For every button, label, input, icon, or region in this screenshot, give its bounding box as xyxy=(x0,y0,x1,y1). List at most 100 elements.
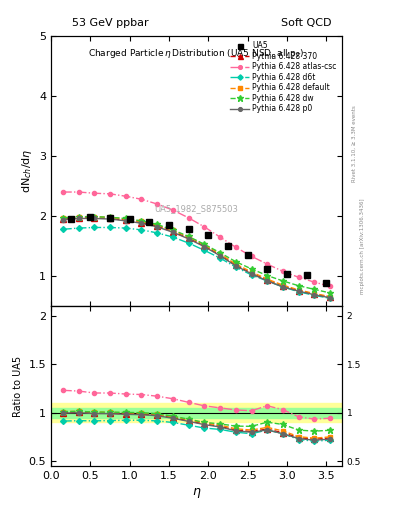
Pythia 6.428 atlas-csc xyxy=(61,189,65,195)
Pythia 6.428 atlas-csc xyxy=(328,283,332,289)
Pythia 6.428 default xyxy=(265,276,270,282)
Pythia 6.428 dw xyxy=(249,266,254,272)
UA5 xyxy=(226,243,230,249)
Y-axis label: Ratio to UA5: Ratio to UA5 xyxy=(13,355,23,417)
Text: Charged Particle$\,\eta\,$Distribution (UA5 NSD, all p$_T$): Charged Particle$\,\eta\,$Distribution (… xyxy=(88,47,305,60)
Pythia 6.428 d6t xyxy=(218,255,222,261)
Pythia 6.428 p0 xyxy=(233,263,238,269)
Pythia 6.428 default xyxy=(296,287,301,293)
Pythia 6.428 370 xyxy=(312,291,317,297)
Pythia 6.428 atlas-csc xyxy=(108,191,112,197)
Pythia 6.428 default xyxy=(249,269,254,275)
Pythia 6.428 370 xyxy=(61,216,65,222)
Pythia 6.428 370 xyxy=(249,270,254,276)
Pythia 6.428 d6t xyxy=(171,234,175,240)
Pythia 6.428 d6t xyxy=(328,295,332,302)
Pythia 6.428 atlas-csc xyxy=(233,244,238,250)
Pythia 6.428 370 xyxy=(296,287,301,293)
Pythia 6.428 default xyxy=(312,290,317,296)
Legend: UA5, Pythia 6.428 370, Pythia 6.428 atlas-csc, Pythia 6.428 d6t, Pythia 6.428 de: UA5, Pythia 6.428 370, Pythia 6.428 atla… xyxy=(228,39,338,115)
Pythia 6.428 d6t xyxy=(139,227,144,233)
Pythia 6.428 default xyxy=(328,293,332,300)
UA5 xyxy=(206,232,211,239)
Pythia 6.428 370 xyxy=(76,215,81,221)
Pythia 6.428 d6t xyxy=(265,278,270,284)
Pythia 6.428 atlas-csc xyxy=(265,261,270,267)
Pythia 6.428 default xyxy=(281,282,285,288)
Pythia 6.428 dw xyxy=(76,214,81,220)
Pythia 6.428 default xyxy=(202,242,207,248)
Pythia 6.428 atlas-csc xyxy=(92,190,97,196)
Pythia 6.428 370 xyxy=(328,294,332,300)
Pythia 6.428 default xyxy=(186,234,191,240)
Pythia 6.428 atlas-csc xyxy=(281,268,285,274)
Pythia 6.428 dw xyxy=(233,259,238,265)
Line: Pythia 6.428 370: Pythia 6.428 370 xyxy=(60,215,333,300)
Pythia 6.428 dw xyxy=(328,290,332,296)
Pythia 6.428 d6t xyxy=(155,230,160,236)
UA5 xyxy=(108,215,112,221)
Pythia 6.428 default xyxy=(61,215,65,221)
Pythia 6.428 p0 xyxy=(218,252,222,259)
Pythia 6.428 p0 xyxy=(281,284,285,290)
Line: Pythia 6.428 p0: Pythia 6.428 p0 xyxy=(61,217,332,300)
Text: Rivet 3.1.10, ≥ 3.3M events: Rivet 3.1.10, ≥ 3.3M events xyxy=(352,105,357,182)
Pythia 6.428 dw xyxy=(265,272,270,279)
Pythia 6.428 370 xyxy=(233,262,238,268)
UA5 xyxy=(68,216,73,222)
Y-axis label: dN$_{ch}$/d$\eta$: dN$_{ch}$/d$\eta$ xyxy=(20,149,33,193)
Pythia 6.428 d6t xyxy=(186,240,191,246)
Pythia 6.428 370 xyxy=(265,278,270,284)
Pythia 6.428 d6t xyxy=(202,247,207,253)
Pythia 6.428 default xyxy=(123,216,128,222)
UA5 xyxy=(167,222,171,228)
Pythia 6.428 d6t xyxy=(281,284,285,290)
Pythia 6.428 p0 xyxy=(328,295,332,301)
Pythia 6.428 default xyxy=(108,214,112,220)
UA5 xyxy=(127,216,132,222)
Pythia 6.428 d6t xyxy=(61,226,65,232)
Pythia 6.428 370 xyxy=(92,215,97,221)
Pythia 6.428 atlas-csc xyxy=(249,253,254,260)
Pythia 6.428 dw xyxy=(312,286,317,292)
Pythia 6.428 atlas-csc xyxy=(139,196,144,202)
Pythia 6.428 dw xyxy=(139,218,144,224)
Pythia 6.428 d6t xyxy=(249,272,254,278)
Pythia 6.428 dw xyxy=(296,283,301,289)
Line: UA5: UA5 xyxy=(68,215,329,286)
Pythia 6.428 d6t xyxy=(233,264,238,270)
Pythia 6.428 p0 xyxy=(312,292,317,298)
UA5 xyxy=(304,272,309,278)
Pythia 6.428 default xyxy=(171,227,175,233)
Line: Pythia 6.428 default: Pythia 6.428 default xyxy=(61,215,332,298)
Pythia 6.428 dw xyxy=(218,250,222,256)
Pythia 6.428 dw xyxy=(61,215,65,221)
Pythia 6.428 atlas-csc xyxy=(186,215,191,221)
UA5 xyxy=(285,271,289,278)
Pythia 6.428 atlas-csc xyxy=(123,193,128,199)
Line: Pythia 6.428 dw: Pythia 6.428 dw xyxy=(59,213,334,296)
Pythia 6.428 atlas-csc xyxy=(202,224,207,230)
Pythia 6.428 p0 xyxy=(76,216,81,222)
Line: Pythia 6.428 atlas-csc: Pythia 6.428 atlas-csc xyxy=(61,190,332,288)
Pythia 6.428 d6t xyxy=(296,289,301,295)
Pythia 6.428 d6t xyxy=(312,292,317,298)
Pythia 6.428 dw xyxy=(108,214,112,220)
Pythia 6.428 370 xyxy=(139,220,144,226)
Text: UA5_1982_S875503: UA5_1982_S875503 xyxy=(154,204,239,214)
Pythia 6.428 p0 xyxy=(155,224,160,230)
Text: mcplots.cern.ch [arXiv:1306.3436]: mcplots.cern.ch [arXiv:1306.3436] xyxy=(360,198,365,293)
Pythia 6.428 370 xyxy=(108,216,112,222)
Pythia 6.428 dw xyxy=(186,233,191,240)
Pythia 6.428 default xyxy=(218,251,222,257)
Pythia 6.428 p0 xyxy=(123,218,128,224)
Pythia 6.428 default xyxy=(76,214,81,220)
Pythia 6.428 atlas-csc xyxy=(218,234,222,240)
Pythia 6.428 p0 xyxy=(139,220,144,226)
Pythia 6.428 default xyxy=(92,214,97,220)
Pythia 6.428 370 xyxy=(281,283,285,289)
Pythia 6.428 atlas-csc xyxy=(155,201,160,207)
Pythia 6.428 default xyxy=(155,222,160,228)
Pythia 6.428 dw xyxy=(155,221,160,227)
Pythia 6.428 dw xyxy=(202,241,207,247)
